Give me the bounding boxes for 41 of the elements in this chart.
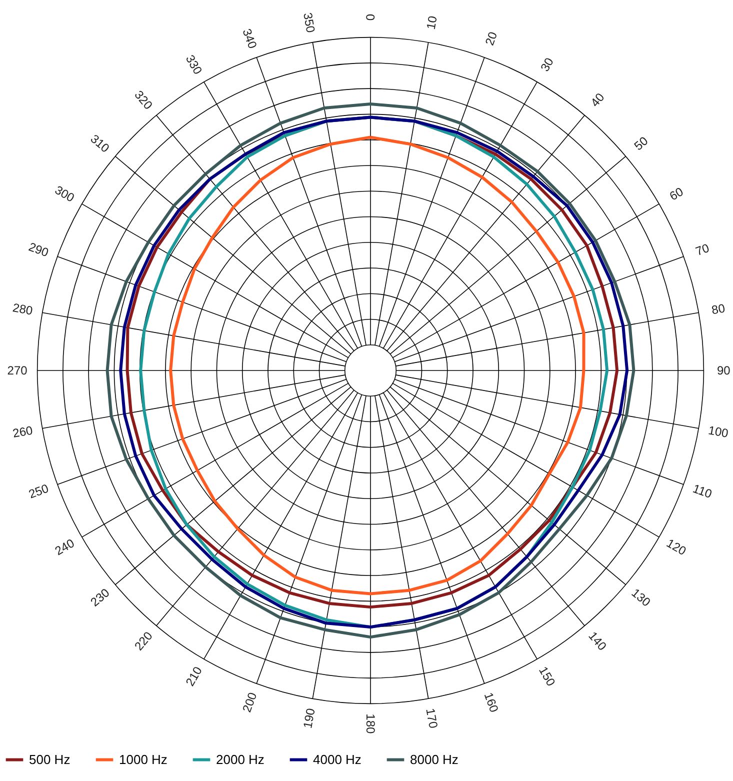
spoke-label: 300 [52, 182, 78, 206]
spoke-label: 180 [364, 714, 378, 734]
spoke-label: 280 [12, 300, 34, 318]
spoke-label: 340 [240, 26, 260, 51]
legend-label: 2000 Hz [216, 752, 264, 767]
spoke-label: 350 [300, 12, 318, 34]
legend-label: 1000 Hz [119, 752, 168, 767]
spoke-label: 170 [423, 707, 441, 730]
spoke-label: 60 [667, 184, 686, 204]
spoke-label: 120 [664, 536, 689, 558]
spoke-label: 70 [694, 240, 712, 259]
spoke-label: 260 [12, 423, 34, 440]
spoke-label: 250 [26, 481, 51, 502]
spoke-label: 100 [707, 423, 730, 441]
spoke-label: 230 [88, 586, 112, 610]
spoke-label: 330 [182, 52, 206, 78]
legend-label: 4000 Hz [313, 752, 362, 767]
spoke-label: 40 [588, 90, 608, 110]
legend-label: 500 Hz [29, 752, 70, 767]
spoke-label: 50 [631, 134, 651, 154]
spoke-label: 270 [7, 364, 28, 378]
spoke-label: 30 [538, 55, 557, 74]
spoke-label: 200 [240, 690, 260, 714]
spoke-label: 290 [26, 240, 51, 260]
spoke-label: 210 [182, 664, 206, 689]
spoke-label: 190 [300, 706, 318, 730]
spoke-label: 110 [690, 481, 714, 502]
spoke-label: 160 [481, 690, 502, 714]
spoke-label: 150 [536, 664, 558, 689]
spoke-label: 20 [482, 30, 500, 48]
spoke-label: 240 [52, 536, 78, 558]
spoke-label: 220 [132, 628, 156, 654]
spoke-label: 140 [586, 628, 610, 654]
spoke-label: 80 [710, 301, 726, 318]
legend-label: 8000 Hz [410, 752, 458, 767]
spoke-label: 320 [132, 88, 156, 112]
spoke-label: 130 [628, 586, 654, 610]
spoke-label: 0 [364, 14, 378, 21]
spoke-label: 310 [88, 132, 112, 156]
spoke-label: 10 [424, 14, 440, 30]
spoke-label: 90 [716, 364, 731, 378]
